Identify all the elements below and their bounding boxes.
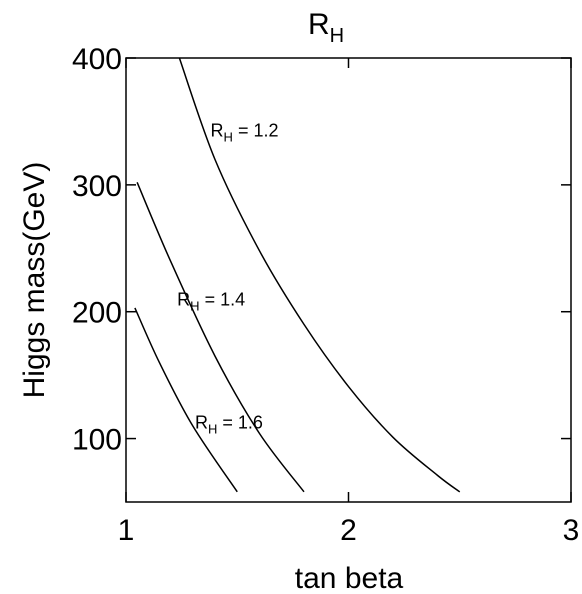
- curve-label-2: RH = 1.4: [177, 289, 245, 313]
- curve-label-subscript: H: [190, 298, 199, 313]
- series-line-1: [178, 57, 461, 493]
- chart-title-main: R: [308, 8, 330, 41]
- x-tick-label: 1: [118, 514, 135, 547]
- curve-label-subscript: H: [208, 421, 217, 436]
- x-axis-label: tan beta: [295, 562, 404, 594]
- curve-label-value: = 1.4: [200, 289, 246, 309]
- y-axis-label: Higgs mass(GeV): [18, 162, 51, 399]
- curve-label-3: RH = 1.6: [195, 412, 263, 436]
- y-tick-label: 300: [72, 170, 122, 203]
- x-tick-label: 2: [340, 514, 357, 547]
- curve-label-main: R: [211, 121, 224, 141]
- curve-label-main: R: [195, 412, 208, 432]
- curve-label-value: = 1.6: [217, 412, 263, 432]
- chart-title-subscript: H: [330, 25, 344, 47]
- y-tick-label: 100: [72, 424, 122, 457]
- y-tick-label: 200: [72, 297, 122, 330]
- series-layer: [134, 57, 461, 493]
- annotation-layer: RH = 1.2RH = 1.4RH = 1.6: [177, 121, 278, 437]
- x-tick-label: 3: [563, 514, 580, 547]
- curve-label-main: R: [177, 289, 190, 309]
- curve-label-1: RH = 1.2: [211, 121, 279, 145]
- curve-label-value: = 1.2: [233, 121, 279, 141]
- curve-label-subscript: H: [224, 130, 233, 145]
- axis-ticks: 100 200 300 400 1 2 3: [72, 43, 579, 547]
- plot-frame: [125, 57, 572, 503]
- chart-title: RH: [308, 8, 344, 47]
- y-tick-label: 400: [72, 43, 122, 76]
- series-line-2: [136, 182, 305, 493]
- series-line-3: [134, 307, 238, 493]
